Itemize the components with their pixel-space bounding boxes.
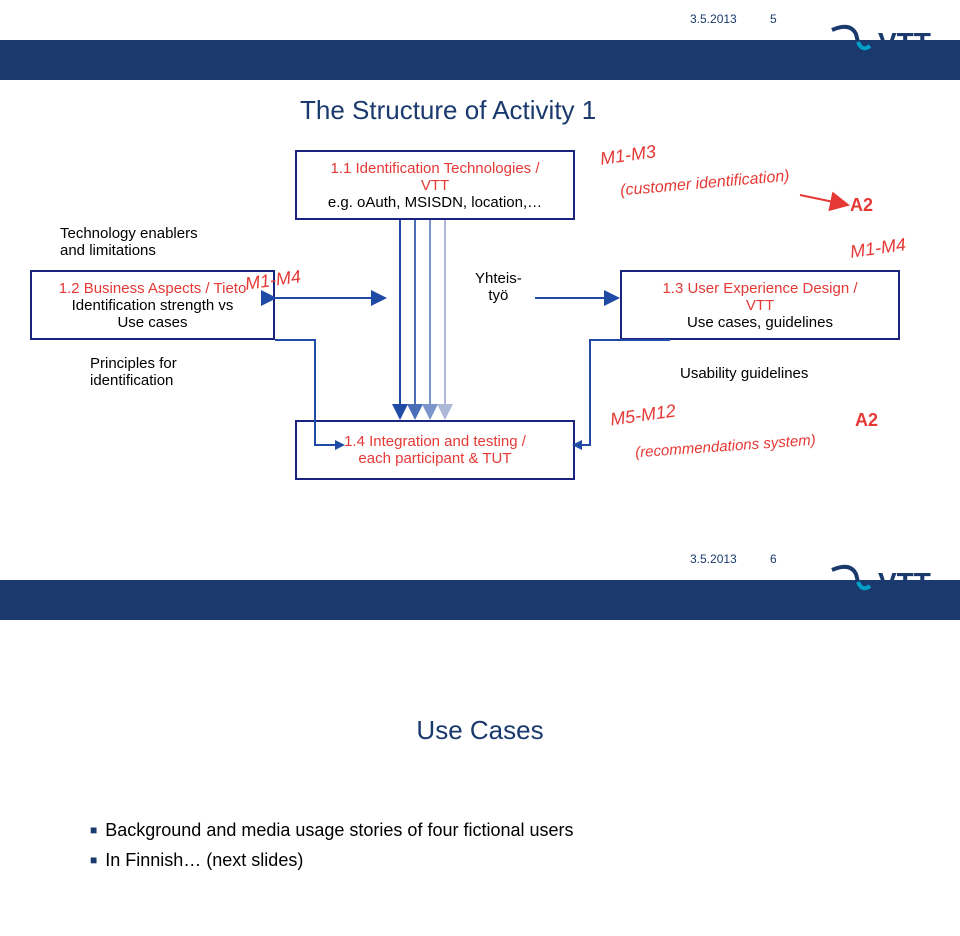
annot-a2-bot: A2 — [855, 410, 878, 431]
svg-text:VTT: VTT — [878, 567, 931, 598]
header-date-1: 3.5.2013 — [690, 12, 737, 26]
slide2-title: Use Cases — [416, 715, 543, 746]
header-bar-2: 3.5.2013 6 VTT — [0, 580, 960, 620]
box13-label: 1.3 User Experience Design / VTT — [662, 280, 857, 314]
slide-1: 3.5.2013 5 VTT The Structure of Activity… — [0, 0, 960, 540]
header-num-2: 6 — [770, 552, 777, 566]
box11-label: 1.1 Identification Technologies / VTT — [330, 160, 539, 194]
box13-sub: Use cases, guidelines — [687, 314, 833, 331]
usability-text: Usability guidelines — [680, 365, 808, 382]
header-date-2: 3.5.2013 — [690, 552, 737, 566]
annot-m5m12: M5-M12 — [609, 401, 677, 431]
svg-text:VTT: VTT — [878, 27, 931, 58]
box12-sub: Identification strength vs Use cases — [72, 297, 234, 331]
yhteistyo-text: Yhteis- työ — [475, 270, 522, 304]
box-1-3: 1.3 User Experience Design / VTT Use cas… — [620, 270, 900, 340]
bullet-2: In Finnish… (next slides) — [90, 850, 303, 871]
annot-m1m3: M1-M3 — [599, 141, 657, 170]
bullet-1: Background and media usage stories of fo… — [90, 820, 574, 841]
annot-a2-top: A2 — [850, 195, 873, 216]
annot-m1m4-right: M1-M4 — [849, 234, 907, 263]
annot-custid: (customer identification) — [620, 168, 791, 201]
box11-sub: e.g. oAuth, MSISDN, location,… — [328, 194, 542, 211]
tech-enablers-text: Technology enablers and limitations — [60, 225, 198, 259]
slide-2: 3.5.2013 6 VTT Use Cases Background and … — [0, 540, 960, 936]
header-num-1: 5 — [770, 12, 777, 26]
vtt-logo-1: VTT — [830, 12, 940, 67]
header-bar-1: 3.5.2013 5 VTT — [0, 40, 960, 80]
box-1-4: 1.4 Integration and testing / each parti… — [295, 420, 575, 480]
slide1-title: The Structure of Activity 1 — [300, 95, 596, 126]
principles-text: Principles for identification — [90, 355, 177, 389]
vtt-logo-2: VTT — [830, 552, 940, 607]
box14-label: 1.4 Integration and testing / each parti… — [344, 433, 526, 467]
box12-label: 1.2 Business Aspects / Tieto — [59, 280, 247, 297]
annot-recom: (recommendations system) — [635, 432, 817, 462]
box-1-1: 1.1 Identification Technologies / VTT e.… — [295, 150, 575, 220]
box-1-2: 1.2 Business Aspects / Tieto Identificat… — [30, 270, 275, 340]
